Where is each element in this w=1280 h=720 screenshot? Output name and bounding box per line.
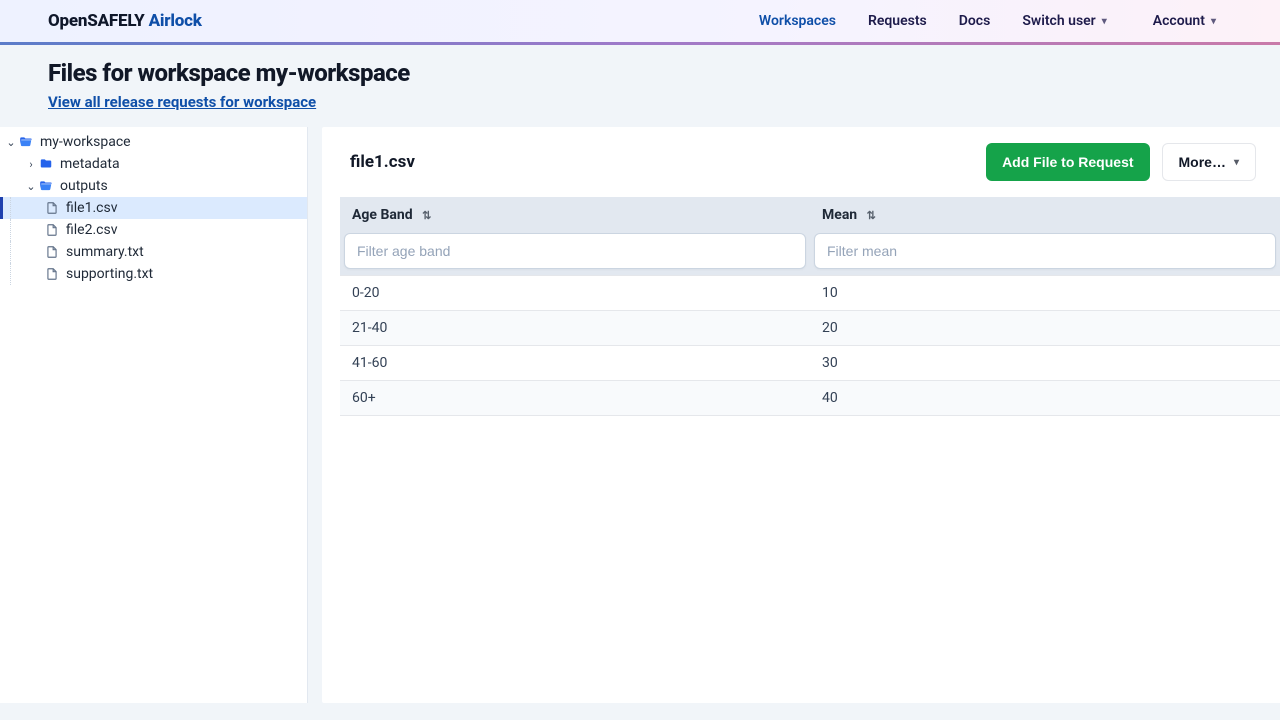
page-header: Files for workspace my-workspace View al… [0,45,1280,127]
nav-account-label: Account [1153,13,1205,29]
file-tree: ⌄ my-workspace › metadata ⌄ outputs [0,127,308,703]
cell-mean: 40 [810,381,1280,416]
add-file-to-request-button[interactable]: Add File to Request [986,143,1149,181]
tree-root-label: my-workspace [40,134,131,150]
main-split: ⌄ my-workspace › metadata ⌄ outputs [0,127,1280,703]
chevron-down-icon: ⌄ [4,136,18,149]
tree-summary-label: summary.txt [66,244,144,260]
table-row: 21-40 20 [340,311,1280,346]
more-button-label: More… [1179,154,1226,170]
chevron-down-icon: ▾ [1102,16,1107,27]
cell-age: 0-20 [340,276,810,311]
file-content-panel: file1.csv Add File to Request More… ▾ Ag… [322,127,1280,703]
file-icon [44,244,60,260]
nav-requests[interactable]: Requests [852,13,943,29]
brand-text-1: OpenSAFELY [48,11,149,31]
chevron-down-icon: ▾ [1234,157,1239,168]
data-table-wrap: Age Band ⇅ Mean ⇅ 0 [322,197,1280,416]
folder-open-icon [38,178,54,194]
cell-mean: 10 [810,276,1280,311]
column-header-age-band[interactable]: Age Band ⇅ [340,197,810,233]
tree-file1-label: file1.csv [66,200,117,216]
file-icon [44,222,60,238]
file-icon [44,200,60,216]
view-requests-link[interactable]: View all release requests for workspace [48,93,316,111]
tree-file2-label: file2.csv [66,222,117,238]
table-row: 0-20 10 [340,276,1280,311]
tree-outputs-label: outputs [60,178,108,194]
cell-mean: 30 [810,346,1280,381]
nav-account[interactable]: Account ▾ [1137,13,1232,29]
file-header: file1.csv Add File to Request More… ▾ [322,127,1280,197]
tree-file-supporting[interactable]: supporting.txt [0,263,307,285]
data-table: Age Band ⇅ Mean ⇅ 0 [340,197,1280,416]
filter-mean-input[interactable] [814,233,1276,269]
tree-folder-metadata[interactable]: › metadata [0,153,307,175]
brand-logo[interactable]: OpenSAFELY Airlock [48,11,202,31]
nav-switch-user[interactable]: Switch user ▾ [1006,13,1122,29]
table-row: 60+ 40 [340,381,1280,416]
cell-age: 60+ [340,381,810,416]
column-header-age-label: Age Band [352,207,413,223]
cell-age: 21-40 [340,311,810,346]
top-nav: OpenSAFELY Airlock Workspaces Requests D… [0,0,1280,45]
tree-file-file1[interactable]: file1.csv [0,197,307,219]
chevron-down-icon: ⌄ [24,180,38,193]
tree-supporting-label: supporting.txt [66,266,153,282]
tree-folder-outputs[interactable]: ⌄ outputs [0,175,307,197]
chevron-down-icon: ▾ [1211,16,1216,27]
folder-icon [38,156,54,172]
brand-text-2: Airlock [149,11,202,31]
file-name: file1.csv [350,152,974,172]
column-header-mean-label: Mean [822,207,857,223]
column-header-mean[interactable]: Mean ⇅ [810,197,1280,233]
more-button[interactable]: More… ▾ [1162,143,1256,181]
cell-mean: 20 [810,311,1280,346]
file-icon [44,266,60,282]
chevron-right-icon: › [24,158,38,171]
table-row: 41-60 30 [340,346,1280,381]
page-title: Files for workspace my-workspace [48,59,1232,87]
cell-age: 41-60 [340,346,810,381]
folder-open-icon [18,134,34,150]
nav-workspaces[interactable]: Workspaces [743,13,852,29]
tree-file-file2[interactable]: file2.csv [0,219,307,241]
tree-root[interactable]: ⌄ my-workspace [0,131,307,153]
nav-docs[interactable]: Docs [943,13,1007,29]
tree-metadata-label: metadata [60,156,120,172]
nav-switch-user-label: Switch user [1022,13,1095,29]
filter-age-band-input[interactable] [344,233,806,269]
sort-icon: ⇅ [867,209,876,222]
tree-file-summary[interactable]: summary.txt [0,241,307,263]
sort-icon: ⇅ [422,209,431,222]
